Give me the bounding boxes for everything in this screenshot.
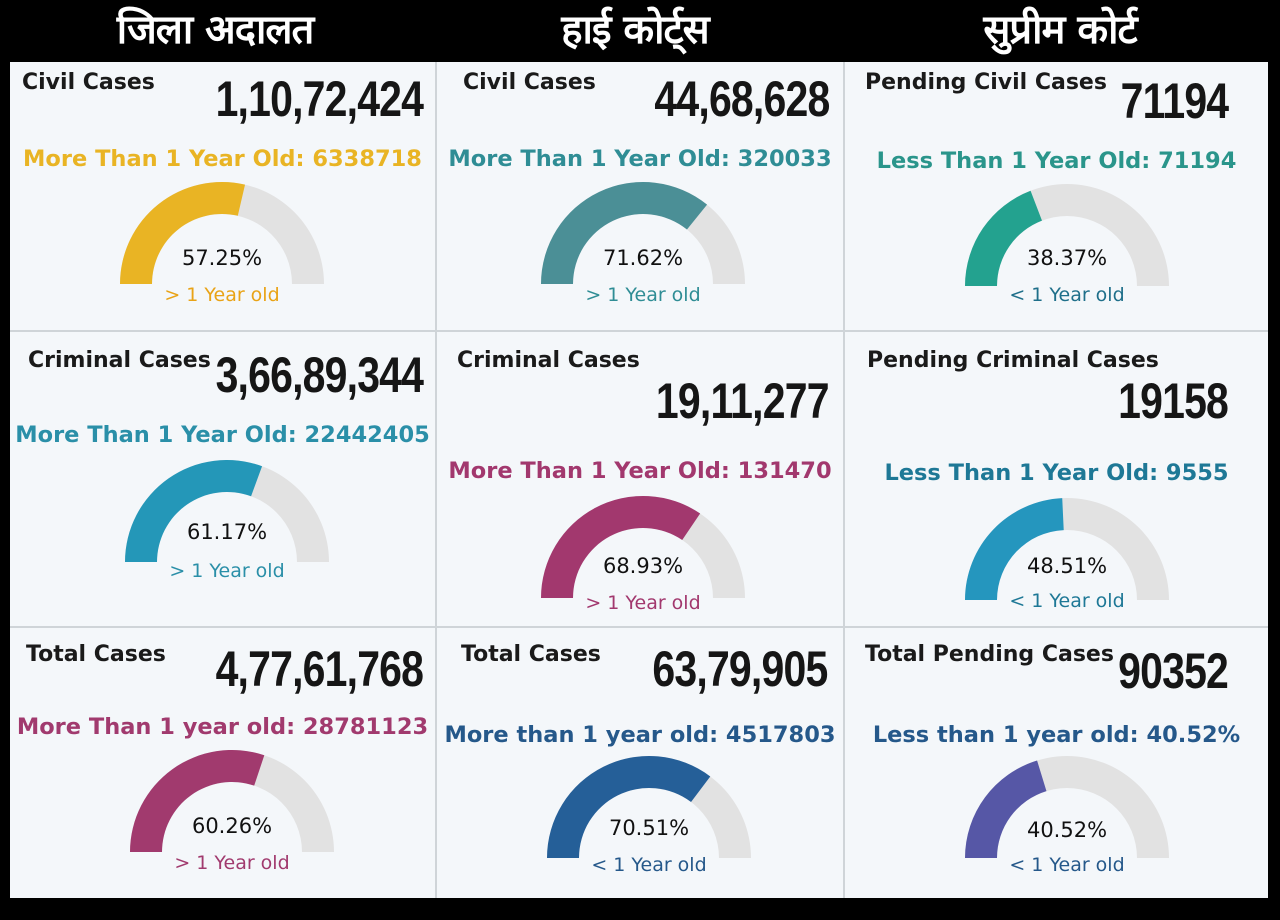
card-total-number: 1,10,72,424 bbox=[215, 71, 423, 127]
column-title-high-courts: हाई कोर्ट्स bbox=[561, 7, 709, 53]
card-label: Criminal Cases bbox=[28, 348, 211, 373]
gauge-percentage: 60.26% bbox=[191, 814, 273, 838]
card-total-number: 19158 bbox=[1118, 373, 1229, 429]
gauge-caption: < 1 Year old bbox=[591, 854, 707, 876]
gauge-chart bbox=[541, 496, 745, 598]
stat-card: Total Cases 63,79,905 More than 1 year old… bbox=[437, 628, 843, 898]
gauge-fill bbox=[120, 182, 246, 284]
gauge-caption: > 1 Year old bbox=[585, 592, 701, 614]
gauge-percentage: 68.93% bbox=[602, 554, 684, 578]
stat-card: Civil Cases 44,68,628 More Than 1 Year Old… bbox=[437, 62, 843, 330]
gauge-chart bbox=[965, 756, 1169, 858]
column-title-district-court: जिला अदालत bbox=[116, 7, 315, 53]
stat-card: Pending Civil Cases 71194 Less Than 1 Year… bbox=[845, 62, 1268, 330]
gauge-chart bbox=[965, 498, 1169, 600]
card-label: Pending Civil Cases bbox=[865, 70, 1107, 95]
gauge-caption: < 1 Year old bbox=[1009, 284, 1125, 306]
card-label: Criminal Cases bbox=[457, 348, 640, 373]
gauge-fill bbox=[547, 756, 711, 858]
gauge-fill bbox=[541, 182, 708, 284]
card-total-number: 63,79,905 bbox=[651, 641, 828, 697]
card-total-number: 44,68,628 bbox=[653, 71, 830, 127]
dashboard-grid: Civil Cases 1,10,72,424 More Than 1 Year O… bbox=[10, 62, 1268, 898]
stat-card: Civil Cases 1,10,72,424 More Than 1 Year O… bbox=[10, 62, 435, 330]
gauge-caption: > 1 Year old bbox=[585, 284, 701, 306]
gauge-fill bbox=[965, 760, 1047, 858]
stat-card: Total Pending Cases 90352 Less than 1 year… bbox=[845, 628, 1268, 898]
card-age-breakdown: Less Than 1 Year Old: 9555 bbox=[884, 460, 1229, 486]
gauge-caption: > 1 Year old bbox=[169, 560, 285, 582]
gauge-caption: > 1 Year old bbox=[174, 852, 290, 874]
gauge-percentage: 38.37% bbox=[1026, 246, 1108, 270]
card-label: Pending Criminal Cases bbox=[867, 348, 1159, 373]
gauge-caption: < 1 Year old bbox=[1009, 590, 1125, 612]
card-age-breakdown: More Than 1 Year Old: 22442405 bbox=[15, 422, 430, 448]
gauge-fill bbox=[125, 460, 263, 562]
stat-card: Pending Criminal Cases 19158 Less Than 1 Y… bbox=[845, 332, 1268, 626]
stat-card: Total Cases 4,77,61,768 More Than 1 year o… bbox=[10, 628, 435, 898]
card-age-breakdown: More Than 1 Year Old: 6338718 bbox=[23, 146, 422, 172]
gauge-chart bbox=[541, 182, 745, 284]
gauge-chart bbox=[965, 184, 1169, 286]
card-age-breakdown: More Than 1 Year Old: 131470 bbox=[448, 458, 832, 484]
card-label: Civil Cases bbox=[22, 70, 155, 95]
card-total-number: 19,11,277 bbox=[656, 373, 830, 429]
gauge-fill bbox=[541, 496, 701, 598]
gauge-percentage: 61.17% bbox=[186, 520, 268, 544]
card-age-breakdown: Less Than 1 Year Old: 71194 bbox=[876, 148, 1237, 174]
stat-card: Criminal Cases 19,11,277 More Than 1 Year … bbox=[437, 332, 843, 626]
card-total-number: 71194 bbox=[1120, 73, 1228, 129]
card-age-breakdown: Less than 1 year old: 40.52% bbox=[872, 722, 1241, 748]
gauge-caption: > 1 Year old bbox=[164, 284, 280, 306]
gauge-fill bbox=[965, 498, 1064, 600]
stat-card: Criminal Cases 3,66,89,344 More Than 1 Yea… bbox=[10, 332, 435, 626]
header-bar: जिला अदालत हाई कोर्ट्स सुप्रीम कोर्ट bbox=[0, 0, 1280, 62]
card-age-breakdown: More Than 1 year old: 28781123 bbox=[16, 714, 429, 740]
card-total-number: 4,77,61,768 bbox=[215, 641, 423, 697]
card-age-breakdown: More than 1 year old: 4517803 bbox=[444, 722, 836, 748]
card-total-number: 90352 bbox=[1118, 643, 1229, 699]
card-label: Civil Cases bbox=[463, 70, 596, 95]
card-total-number: 3,66,89,344 bbox=[215, 347, 423, 403]
gauge-caption: < 1 Year old bbox=[1009, 854, 1125, 876]
card-label: Total Pending Cases bbox=[865, 642, 1114, 667]
gauge-chart bbox=[120, 182, 324, 284]
gauge-percentage: 48.51% bbox=[1026, 554, 1108, 578]
gauge-percentage: 40.52% bbox=[1026, 818, 1108, 842]
gauge-fill bbox=[965, 190, 1042, 286]
card-label: Total Cases bbox=[461, 642, 601, 667]
gauge-fill bbox=[130, 750, 265, 852]
gauge-percentage: 70.51% bbox=[608, 816, 690, 840]
gauge-chart bbox=[125, 460, 329, 562]
column-title-supreme-court: सुप्रीम कोर्ट bbox=[983, 7, 1137, 53]
gauge-chart bbox=[547, 756, 751, 858]
gauge-percentage: 71.62% bbox=[602, 246, 684, 270]
card-age-breakdown: More Than 1 Year Old: 320033 bbox=[448, 146, 832, 172]
gauge-chart bbox=[130, 750, 334, 852]
gauge-percentage: 57.25% bbox=[181, 246, 263, 270]
card-label: Total Cases bbox=[26, 642, 166, 667]
